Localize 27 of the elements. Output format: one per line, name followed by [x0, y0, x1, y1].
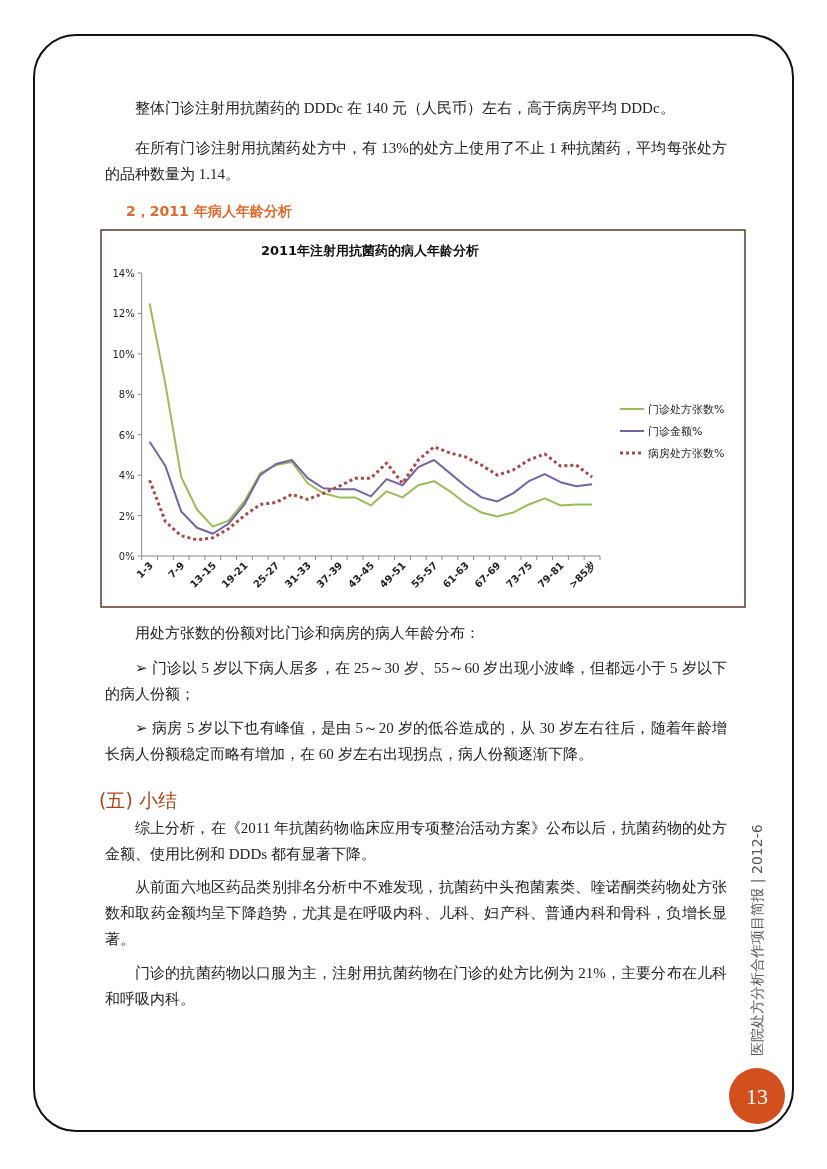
y-tick-label: 12% — [112, 308, 135, 320]
legend-label: 门诊金额% — [648, 425, 703, 438]
x-tick-label: 1-3 — [134, 559, 156, 581]
y-tick-label: 8% — [118, 389, 135, 401]
text: 2，2011 年病人年龄分析 — [126, 203, 293, 221]
text: 门诊的抗菌药物以口服为主，注射用抗菌药物在门诊的处方比例为 21%，主要分布在儿科和呼吸内科。 — [105, 964, 727, 1009]
text: 13 — [746, 1084, 768, 1109]
y-tick-label: 10% — [112, 348, 135, 360]
text: 用处方张数的份额对比门诊和病房的病人年龄分布： — [134, 624, 481, 643]
text: 综上分析，在《2011 年抗菌药物临床应用专项整治活动方案》公布以后，抗菌药物的处方金额、使用比例和 DDDs 都有显著下降。 — [105, 819, 727, 864]
text: ➢ 门诊以 5 岁以下病人居多，在 25～30 岁、55～60 岁出现小波峰，但都远小于 5 岁以下的病人份额； — [105, 659, 727, 704]
text: 在所有门诊注射用抗菌药处方中，有 13%的处方上使用了不止 1 种抗菌药，平均每张处方的品种数量为 1.14。 — [105, 139, 727, 184]
y-tick-label: 2% — [118, 510, 135, 522]
x-tick-label: 7-9 — [166, 559, 187, 581]
y-tick-label: 6% — [118, 429, 135, 441]
chart-title: 2011年注射用抗菌药的病人年龄分析 — [260, 243, 480, 258]
y-tick-label: 4% — [118, 470, 135, 482]
text: ➢ 病房 5 岁以下也有峰值，是由 5～20 岁的低谷造成的，从 30 岁左右往后，随着年龄增长病人份额稳定而略有增加，在 60 岁左右出现拐点，病人份额逐渐下降。 — [105, 719, 727, 764]
text: 医院处方分析合作项目简报 | 2012-6 — [749, 824, 766, 1056]
y-tick-label: 0% — [118, 551, 135, 562]
line-series — [148, 302, 594, 528]
y-tick-label: 14% — [112, 268, 135, 279]
legend-label: 病房处方张数% — [648, 447, 725, 460]
legend-label: 门诊处方张数% — [648, 403, 725, 416]
text: (五) 小结 — [99, 788, 178, 813]
text: 整体门诊注射用抗菌药的 DDDc 在 140 元（人民币）左右，高于病房平均 DDDc。 — [134, 99, 676, 118]
text: 从前面六地区药品类别排名分析中不难发现，抗菌药中头孢菌素类、喹诺酮类药物处方张数和取药金额均呈下降趋势，尤其是在呼吸内科、儿科、妇产科、普通内科和骨科，负增长显著。 — [105, 878, 727, 949]
